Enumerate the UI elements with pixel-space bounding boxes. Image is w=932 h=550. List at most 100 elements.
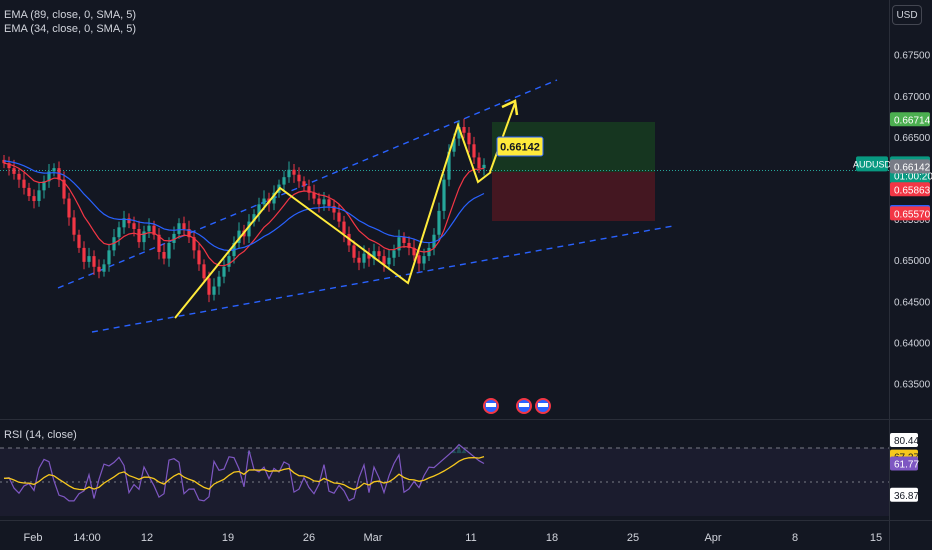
candle — [217, 270, 221, 295]
candle — [257, 197, 261, 222]
candle — [92, 250, 96, 276]
annotation-label: 0.66142 — [500, 142, 540, 154]
candle — [297, 167, 301, 188]
price-tag: 0.66142 — [890, 159, 931, 174]
candle — [182, 216, 186, 237]
candle — [437, 202, 441, 241]
time-tick-label: 8 — [792, 532, 798, 544]
time-axis[interactable]: Feb 14:00 12 19 26 Mar 11 18 25 Apr 8 15 — [24, 532, 883, 544]
candle — [32, 189, 36, 209]
candle — [2, 154, 6, 169]
candle — [402, 232, 406, 248]
price-tag: 0.66714 — [890, 112, 931, 127]
price-axis[interactable]: 0.675000.670000.665000.660000.655000.650… — [894, 51, 931, 391]
candle — [17, 168, 21, 188]
candle — [147, 218, 151, 239]
candle — [372, 243, 376, 266]
candle — [77, 229, 81, 253]
candle — [42, 175, 46, 199]
candle — [62, 171, 66, 205]
candle — [167, 237, 171, 267]
price-tick-label: 0.67000 — [894, 92, 931, 103]
candle — [87, 247, 91, 268]
candle — [142, 225, 146, 251]
candle — [82, 241, 86, 270]
stop-zone[interactable] — [492, 172, 655, 221]
symbol-label: AUDUSD — [853, 159, 892, 169]
svg-text:61.77: 61.77 — [894, 459, 919, 470]
price-tick-label: 0.66500 — [894, 133, 931, 144]
rsi-legend[interactable]: RSI (14, close) — [4, 429, 77, 441]
channel-lower-line[interactable] — [91, 225, 674, 333]
candle — [37, 182, 41, 207]
time-tick-label: 26 — [303, 532, 315, 544]
price-tick-label: 0.65500 — [894, 215, 931, 226]
time-tick-label: 11 — [465, 532, 476, 544]
candle — [342, 215, 346, 243]
ema34-legend[interactable]: EMA (34, close, 0, SMA, 5) — [4, 23, 137, 35]
projection-arrow-head — [501, 99, 519, 116]
ema89-line[interactable] — [3, 160, 485, 252]
candle — [27, 182, 31, 202]
svg-text:80.44: 80.44 — [894, 436, 919, 447]
candle — [472, 136, 476, 165]
candle — [72, 210, 76, 242]
event-icons[interactable] — [483, 398, 551, 414]
candle — [117, 221, 121, 246]
time-tick-label: 14:00 — [73, 532, 101, 544]
rsi-tag: 80.44 — [890, 433, 919, 448]
candle — [457, 120, 461, 146]
price-tick-label: 0.63500 — [894, 380, 931, 391]
price-tag: 0.65863 — [890, 182, 931, 197]
candle — [22, 172, 26, 195]
candle — [387, 249, 391, 271]
time-tick-label: Mar — [364, 532, 383, 544]
candle — [352, 240, 356, 263]
candle — [412, 239, 416, 262]
candle — [287, 161, 291, 183]
candle — [332, 199, 336, 220]
candle — [272, 185, 276, 211]
us-flag-event-icon[interactable] — [483, 398, 499, 414]
time-tick-label: 18 — [546, 532, 558, 544]
candle — [222, 259, 226, 284]
candle — [462, 118, 466, 139]
candle — [247, 214, 251, 243]
ema89-legend[interactable]: EMA (89, close, 0, SMA, 5) — [4, 9, 137, 21]
candle — [67, 192, 71, 226]
price-tick-label: 0.64000 — [894, 338, 931, 349]
currency-button[interactable]: USD — [892, 5, 922, 25]
pattern-path[interactable] — [174, 121, 492, 319]
candle — [397, 229, 401, 257]
candle — [107, 243, 111, 272]
price-annotation[interactable]: 0.66142 — [496, 136, 544, 157]
price-tick-label: 0.67500 — [894, 51, 931, 62]
candle — [442, 173, 446, 220]
rsi-line[interactable] — [3, 443, 485, 502]
candle — [187, 220, 191, 243]
candle — [47, 164, 51, 188]
candle — [127, 213, 131, 229]
us-flag-event-icon[interactable] — [516, 398, 532, 414]
rsi-ma-line[interactable] — [3, 455, 485, 491]
time-tick-label: 15 — [870, 532, 882, 544]
time-tick-label: Apr — [704, 532, 721, 544]
candle — [252, 209, 256, 227]
candle — [52, 163, 56, 177]
candle — [122, 210, 126, 234]
us-flag-event-icon[interactable] — [535, 398, 551, 414]
candle — [12, 159, 16, 180]
candle — [162, 243, 166, 265]
rsi-tag: 36.87 — [890, 487, 919, 502]
channel-upper-line[interactable] — [57, 79, 558, 289]
time-tick-label: 12 — [141, 532, 153, 544]
price-tags: AUDUSD0.6616501:00:200.667140.661420.658… — [853, 112, 932, 221]
price-tick-label: 0.65000 — [894, 256, 931, 267]
candle — [212, 278, 216, 301]
ema34-line[interactable] — [3, 162, 485, 267]
rsi-tag: 61.77 — [890, 456, 919, 471]
candle — [427, 242, 431, 262]
candle — [302, 176, 306, 192]
